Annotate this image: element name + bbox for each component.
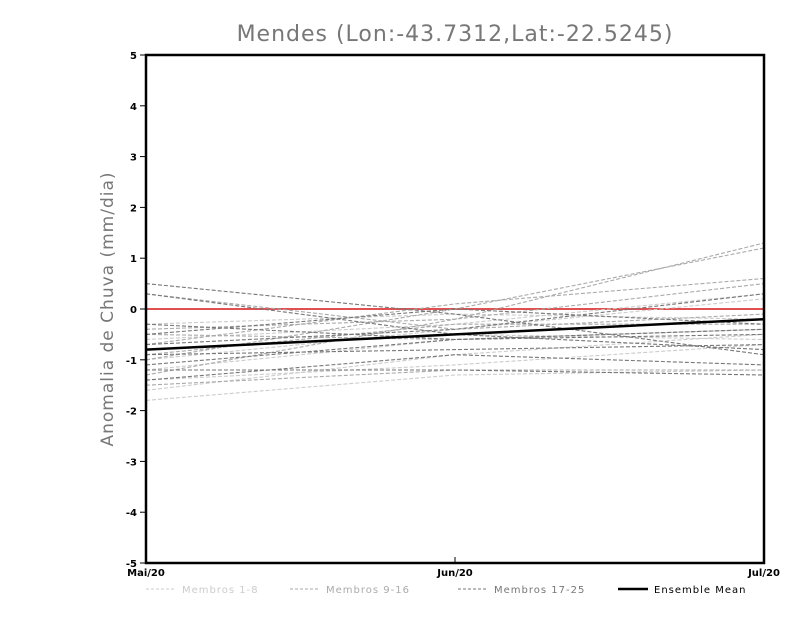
legend-label: Membros 1-8 bbox=[182, 585, 259, 596]
member-line bbox=[145, 313, 765, 325]
y-tick-label: -1 bbox=[126, 356, 137, 367]
y-tick-label: 5 bbox=[130, 51, 137, 62]
member-line bbox=[145, 247, 765, 361]
x-tick-label: Jun/20 bbox=[436, 568, 473, 579]
member-line bbox=[145, 354, 765, 381]
plot-frame bbox=[144, 53, 766, 565]
plot-area: -5 -4 -3 -2 -1 0 1 2 3 4 5 Mai/20 Jun/20 Jul/20 bbox=[126, 51, 780, 579]
series-group bbox=[145, 283, 765, 381]
member-line bbox=[145, 323, 765, 341]
member-line bbox=[145, 283, 765, 356]
ensemble-mean-line bbox=[145, 317, 765, 351]
member-line bbox=[145, 293, 765, 346]
y-tick-label: 0 bbox=[130, 305, 137, 316]
member-line bbox=[146, 369, 765, 376]
y-tick-label: -4 bbox=[126, 508, 137, 519]
y-tick-label: 1 bbox=[130, 254, 137, 265]
y-tick-label: -5 bbox=[126, 559, 137, 570]
member-line bbox=[145, 344, 765, 356]
y-tick-label: -2 bbox=[126, 407, 137, 418]
legend-label: Membros 9-16 bbox=[326, 585, 410, 596]
member-line bbox=[145, 344, 765, 381]
y-axis-label: Anomalia de Chuva (mm/dia) bbox=[98, 171, 118, 446]
y-tick-label: 4 bbox=[130, 102, 137, 113]
y-tick-label: 2 bbox=[130, 203, 137, 214]
y-tick-label: -3 bbox=[126, 457, 137, 468]
member-line bbox=[145, 277, 765, 346]
legend-label: Ensemble Mean bbox=[654, 585, 746, 596]
legend-label: Membros 17-25 bbox=[494, 585, 585, 596]
member-line bbox=[145, 298, 765, 361]
x-tick-label: Jul/20 bbox=[747, 568, 780, 579]
y-tick-label: 3 bbox=[130, 153, 137, 164]
legend: Membros 1-8 Membros 9-16 Membros 17-25 Ense… bbox=[146, 585, 746, 596]
member-line bbox=[145, 293, 765, 351]
member-line bbox=[145, 369, 765, 401]
x-tick-label: Mai/20 bbox=[127, 568, 165, 579]
member-line bbox=[145, 308, 765, 335]
series-group bbox=[145, 317, 765, 351]
chart-title: Mendes (Lon:-43.7312,Lat:-22.5245) bbox=[237, 22, 674, 47]
member-line bbox=[145, 328, 765, 366]
member-line bbox=[145, 293, 765, 341]
